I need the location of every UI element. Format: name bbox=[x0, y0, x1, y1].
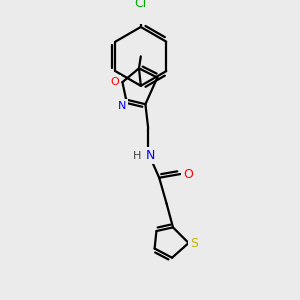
Text: N: N bbox=[118, 101, 127, 111]
Text: S: S bbox=[190, 236, 198, 250]
Text: O: O bbox=[111, 77, 119, 87]
Text: O: O bbox=[183, 168, 193, 181]
Text: Cl: Cl bbox=[135, 0, 147, 10]
Text: H: H bbox=[133, 151, 141, 161]
Text: N: N bbox=[146, 149, 156, 162]
